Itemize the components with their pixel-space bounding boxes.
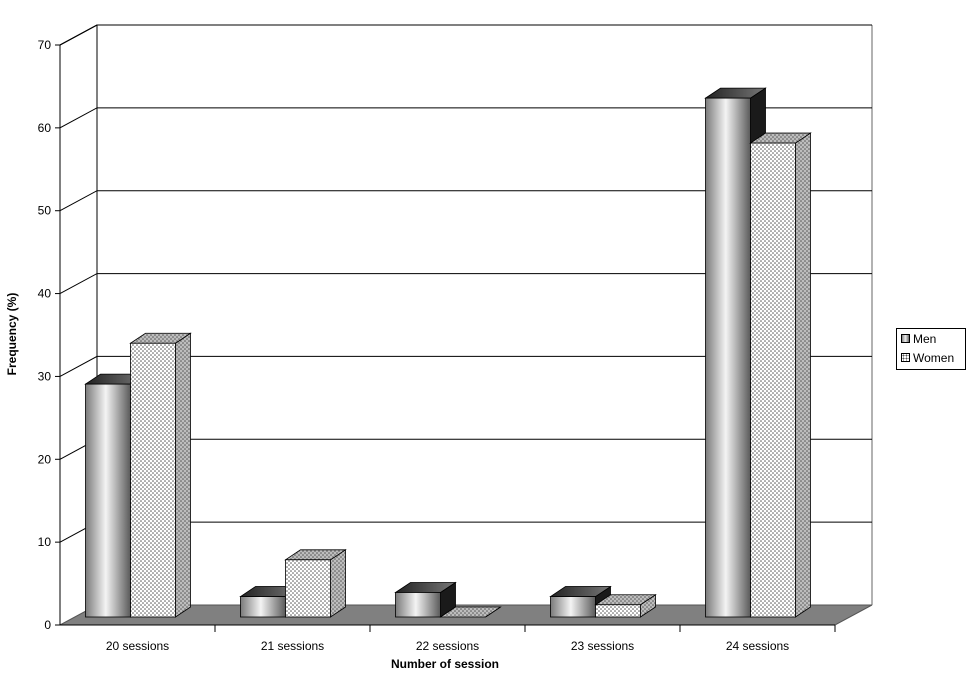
- legend: Men Women: [896, 328, 966, 370]
- x-tick-label: 20 sessions: [106, 639, 169, 653]
- legend-swatch-men: [901, 334, 910, 343]
- y-tick-label: 30: [38, 369, 52, 383]
- y-tick-labels: 0 10 20 30 40 50 60 70: [38, 38, 52, 632]
- y-axis-title: Frequency (%): [5, 293, 19, 376]
- axes: [55, 44, 836, 632]
- bar-women-1-front: [130, 342, 176, 618]
- x-tick-label: 23 sessions: [571, 639, 634, 653]
- x-tick-label: 21 sessions: [261, 639, 324, 653]
- bar-women-5-front: [750, 142, 796, 618]
- bar-women-2-front: [285, 559, 331, 618]
- bar-men-3-front: [395, 592, 441, 618]
- bar-women-2: [284, 549, 347, 618]
- y-tick-label: 10: [38, 535, 52, 549]
- legend-item-women: Women: [897, 348, 965, 367]
- y-tick-label: 0: [44, 618, 51, 632]
- bar-women-1-side: [175, 332, 191, 618]
- bar-men-4-front: [550, 596, 596, 618]
- x-tick-label: 22 sessions: [416, 639, 479, 653]
- bar-men-5-front: [705, 97, 751, 618]
- bar-women-4: [594, 593, 657, 618]
- gridline: [59, 355, 872, 377]
- y-tick-label: 40: [38, 287, 52, 301]
- bar-women-2-side: [330, 549, 346, 618]
- bar-women-4-front: [595, 604, 641, 618]
- legend-swatch-women: [901, 353, 910, 362]
- bar-men-2-front: [240, 596, 286, 618]
- bar-women-5-side: [795, 132, 811, 618]
- bar-women-3: [439, 606, 502, 618]
- bar-men-1-front: [85, 383, 131, 618]
- y-tick-label: 70: [38, 38, 52, 52]
- x-tick-labels: 20 sessions 21 sessions 22 sessions 23 sess…: [106, 639, 789, 653]
- gridline: [59, 190, 872, 212]
- bar-women-3-top: [439, 606, 502, 618]
- x-axis-title: Number of session: [391, 657, 499, 671]
- gridline: [59, 273, 872, 295]
- y-tick-label: 50: [38, 204, 52, 218]
- y-tick-label: 60: [38, 121, 52, 135]
- y-tick-label: 20: [38, 452, 52, 466]
- x-tick-label: 24 sessions: [726, 639, 789, 653]
- bar-women-1: [129, 332, 192, 618]
- bar-women-5: [749, 132, 812, 618]
- legend-item-men: Men: [897, 329, 965, 348]
- legend-label-women: Women: [913, 350, 955, 365]
- bars: [84, 87, 812, 618]
- bar-men-3: [394, 581, 457, 618]
- gridline: [59, 24, 872, 46]
- legend-label-men: Men: [913, 331, 937, 346]
- gridline: [59, 107, 872, 129]
